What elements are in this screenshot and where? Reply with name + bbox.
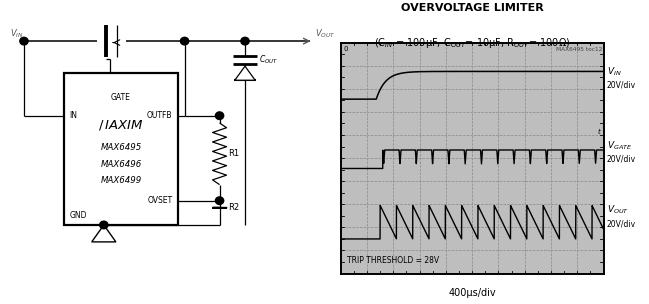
Text: $\mathbf{\mathit{/\/IAXIM}}$: $\mathbf{\mathit{/\/IAXIM}}$ (98, 118, 144, 132)
Text: MAX6496: MAX6496 (101, 160, 141, 169)
Circle shape (20, 37, 28, 45)
Text: MAX6495: MAX6495 (101, 143, 141, 152)
Polygon shape (235, 66, 255, 80)
Text: OUTFB: OUTFB (147, 111, 173, 120)
Text: t: t (598, 129, 600, 134)
Text: R2: R2 (228, 203, 239, 212)
Text: (C$_{IN}$ = 100μF, C$_{OUT}$= 10μF, R$_{OUT}$= 100Ω): (C$_{IN}$ = 100μF, C$_{OUT}$= 10μF, R$_{… (374, 36, 570, 50)
Bar (64, 73, 178, 225)
Text: $C_{OUT}$: $C_{OUT}$ (260, 54, 278, 66)
Text: IN: IN (69, 111, 77, 120)
Polygon shape (92, 225, 116, 242)
Text: 400μs/div: 400μs/div (448, 288, 496, 298)
Text: TRIP THRESHOLD = 28V: TRIP THRESHOLD = 28V (347, 256, 439, 265)
Text: 20V/div: 20V/div (607, 155, 636, 164)
Text: OVSET: OVSET (147, 196, 173, 205)
Text: $V_{GATE}$: $V_{GATE}$ (607, 139, 632, 152)
Text: MAX6499: MAX6499 (101, 176, 141, 185)
Text: R1: R1 (228, 149, 239, 158)
Circle shape (215, 112, 224, 119)
Text: $V_{OUT}$: $V_{OUT}$ (315, 27, 336, 40)
Text: 0: 0 (343, 47, 348, 53)
Text: $V_{IN}$: $V_{IN}$ (607, 65, 622, 78)
Circle shape (215, 197, 224, 205)
Circle shape (180, 37, 189, 45)
Text: $V_{IN}$: $V_{IN}$ (10, 27, 23, 40)
Text: 20V/div: 20V/div (607, 219, 636, 228)
Text: 20V/div: 20V/div (607, 81, 636, 90)
Text: GND: GND (69, 211, 87, 220)
Text: OVERVOLTAGE LIMITER: OVERVOLTAGE LIMITER (401, 3, 543, 13)
Circle shape (241, 37, 249, 45)
Text: GATE: GATE (111, 93, 131, 102)
Text: MAX6495 toc12: MAX6495 toc12 (556, 47, 602, 52)
Text: $V_{OUT}$: $V_{OUT}$ (607, 204, 629, 216)
Circle shape (100, 221, 108, 229)
